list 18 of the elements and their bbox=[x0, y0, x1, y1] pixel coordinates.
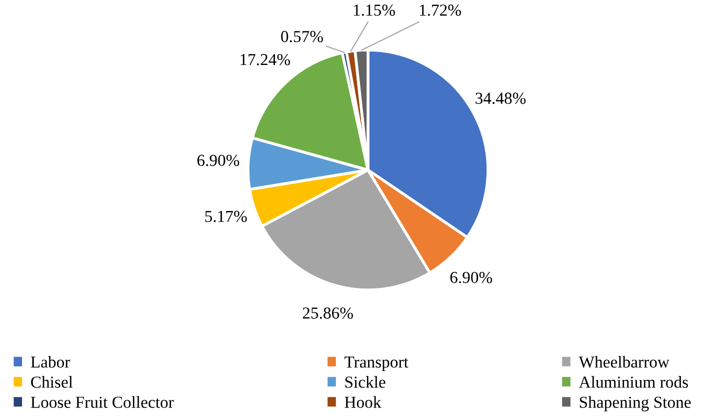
legend-label: Labor bbox=[30, 356, 70, 368]
legend-label: Hook bbox=[344, 396, 382, 408]
data-label: 1.15% bbox=[354, 4, 395, 16]
data-label: 1.72% bbox=[420, 4, 461, 16]
legend-label: Shapening Stone bbox=[580, 396, 691, 412]
legend-label: Sickle bbox=[345, 376, 386, 388]
data-label: 17.24% bbox=[240, 54, 290, 66]
legend-label: Aluminium rods bbox=[578, 376, 688, 388]
data-label: 34.48% bbox=[476, 92, 526, 104]
legend-label: Wheelbarrow bbox=[578, 356, 670, 368]
legend-label: Chisel bbox=[31, 376, 73, 388]
data-label: 6.90% bbox=[450, 272, 492, 284]
legend-label: Loose Fruit Collector bbox=[30, 396, 174, 408]
legend-label: Transport bbox=[344, 356, 408, 372]
data-label: 25.86% bbox=[302, 307, 353, 319]
data-label: 6.90% bbox=[197, 154, 240, 166]
data-label: 0.57% bbox=[281, 30, 323, 42]
data-label: 5.17% bbox=[205, 210, 247, 222]
